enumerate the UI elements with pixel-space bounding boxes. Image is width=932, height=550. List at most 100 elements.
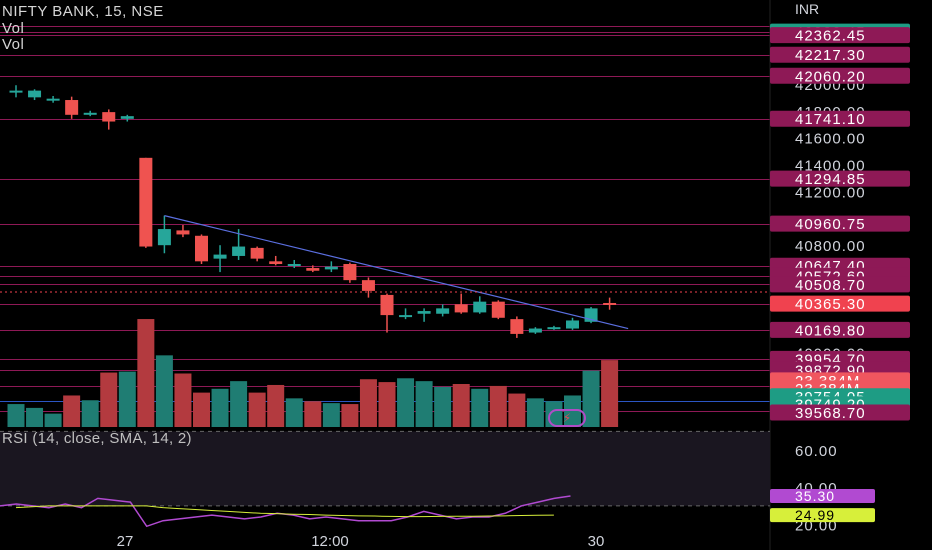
price-label: 42060.20 xyxy=(795,68,866,85)
candle-body xyxy=(361,280,375,291)
candle-body xyxy=(65,100,79,115)
candle-body xyxy=(28,90,42,98)
volume-bar xyxy=(63,395,81,427)
candle-body xyxy=(195,235,208,262)
time-axis: 27 12:00 30 xyxy=(117,533,605,550)
candle-body xyxy=(213,254,227,259)
price-label: 41741.10 xyxy=(795,111,866,128)
price-label-bg xyxy=(770,295,910,312)
rsi-label: 24.99 xyxy=(795,507,835,523)
price-label: 42362.45 xyxy=(795,28,866,45)
volume-bar xyxy=(322,403,340,427)
price-label-bg xyxy=(770,110,910,127)
candle-body xyxy=(473,301,487,313)
candle-body xyxy=(9,90,23,93)
price-label: 39568.70 xyxy=(795,405,866,422)
price-label-bg xyxy=(770,27,910,44)
currency-label: INR xyxy=(795,1,819,17)
volume-bar xyxy=(193,392,210,427)
price-label: 40960.75 xyxy=(795,216,866,233)
volume-legend-2[interactable]: Vol xyxy=(2,36,25,53)
volume-bar xyxy=(378,382,396,427)
rsi-label-bg xyxy=(770,488,875,503)
price-tick: 41600.00 xyxy=(795,131,866,148)
price-axis-labels: 42388.4542362.4542217.3042060.2041741.10… xyxy=(770,23,910,422)
price-label: 40508.70 xyxy=(795,277,866,294)
candle-body xyxy=(547,327,561,330)
volume-bar xyxy=(100,372,118,427)
candle-body xyxy=(324,266,338,270)
candle-body xyxy=(528,328,542,333)
volume-bar xyxy=(118,371,136,427)
candle-body xyxy=(306,268,320,271)
time-tick: 30 xyxy=(588,533,605,550)
candle-body xyxy=(566,320,579,329)
rsi-sma-line xyxy=(15,505,554,518)
volume-bar xyxy=(81,400,99,427)
time-tick: 12:00 xyxy=(311,533,349,550)
volume-bar xyxy=(582,370,600,427)
lightning-icon[interactable]: ⚡ xyxy=(548,409,586,427)
candle-body xyxy=(232,246,246,256)
volume-bar xyxy=(211,388,229,427)
rsi-band-fill xyxy=(0,431,770,506)
price-label: 40365.30 xyxy=(795,296,866,313)
candle-body xyxy=(176,230,190,235)
candle-body xyxy=(436,308,450,314)
price-tick: 41400.00 xyxy=(795,158,866,175)
candle-body xyxy=(269,261,283,265)
candle-body xyxy=(287,264,301,267)
price-label-bg xyxy=(770,404,910,421)
volume-bar xyxy=(452,384,470,427)
candle-body xyxy=(250,247,264,259)
price-label: 42217.30 xyxy=(795,47,866,64)
price-label-bg xyxy=(770,46,910,63)
candle-body xyxy=(380,294,394,316)
volume-bar xyxy=(137,319,155,427)
volume-bar xyxy=(601,360,619,427)
volume-bar xyxy=(7,404,25,427)
candle-body xyxy=(491,301,505,318)
volume-bar xyxy=(44,413,62,427)
volume-bar xyxy=(489,385,507,427)
volume-legend-1[interactable]: Vol xyxy=(2,20,25,37)
candle-body xyxy=(157,229,171,246)
price-tick: 40800.00 xyxy=(795,238,866,255)
volume-bar xyxy=(526,398,544,427)
price-label-bg xyxy=(770,321,910,338)
volume-bar xyxy=(155,355,173,427)
candle-body xyxy=(120,116,134,119)
candle-body xyxy=(399,315,413,318)
time-tick: 27 xyxy=(117,533,134,550)
candle-body xyxy=(46,98,60,101)
candle-body xyxy=(139,157,153,247)
volume-bar xyxy=(304,401,322,427)
volume-bar xyxy=(26,407,44,427)
volume-bar xyxy=(434,386,452,427)
volume-bar xyxy=(174,373,192,427)
price-label: 40169.80 xyxy=(795,322,866,339)
trendline[interactable] xyxy=(164,215,629,330)
rsi-legend[interactable]: RSI (14, close, SMA, 14, 2) xyxy=(2,430,192,447)
candle-body xyxy=(417,311,431,314)
symbol-legend[interactable]: NIFTY BANK, 15, NSE xyxy=(2,3,164,20)
trendline-segment xyxy=(164,215,629,330)
volume-bars xyxy=(7,319,619,427)
volume-bar xyxy=(230,381,248,427)
rsi-tick: 60.00 xyxy=(795,443,838,460)
price-label-bg xyxy=(770,215,910,232)
candle-body xyxy=(454,304,468,313)
rsi-label-bg xyxy=(770,508,875,523)
volume-bar xyxy=(415,381,433,427)
volume-bar xyxy=(471,388,489,427)
candle-body xyxy=(102,112,116,122)
candlesticks[interactable] xyxy=(9,85,617,338)
candle-body xyxy=(83,112,97,115)
price-level-lines xyxy=(0,26,770,412)
volume-bar xyxy=(359,379,377,427)
volume-bar xyxy=(341,404,359,427)
price-label-bg xyxy=(770,276,910,293)
volume-bar xyxy=(285,398,303,427)
